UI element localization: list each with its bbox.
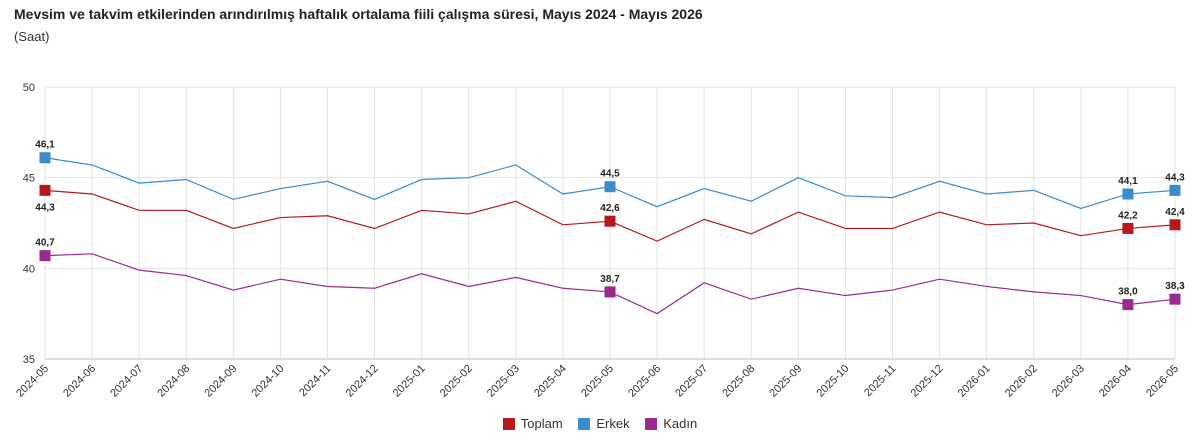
legend-label-toplam: Toplam (520, 416, 563, 431)
x-tick-label: 2025-09 (767, 363, 804, 400)
x-tick-label: 2026-05 (1144, 363, 1181, 400)
data-point-marker (1122, 222, 1134, 234)
x-tick-label: 2025-05 (579, 363, 616, 400)
y-tick-label: 40 (23, 263, 35, 275)
x-tick-label: 2024-11 (297, 363, 333, 399)
data-point-marker (39, 250, 51, 262)
x-tick-label: 2025-06 (626, 363, 663, 400)
legend-label-erkek: Erkek (596, 416, 630, 431)
data-point-marker (604, 286, 616, 298)
x-tick-label: 2025-07 (673, 363, 710, 400)
x-tick-label: 2024-06 (61, 363, 98, 400)
data-label: 46,1 (35, 140, 55, 151)
legend-swatch-kadin (645, 417, 658, 430)
legend: Toplam Erkek Kadın (0, 416, 1200, 433)
x-tick-label: 2024-10 (250, 363, 287, 400)
legend-item-kadin[interactable]: Kadın (645, 416, 697, 431)
x-tick-label: 2025-12 (909, 363, 946, 400)
data-label: 42,4 (1165, 207, 1185, 218)
data-point-marker (39, 152, 51, 164)
x-tick-label: 2026-01 (956, 363, 993, 400)
x-tick-label: 2024-05 (14, 363, 51, 400)
y-tick-label: 50 (23, 82, 35, 94)
data-label: 42,2 (1118, 210, 1138, 221)
legend-item-toplam[interactable]: Toplam (502, 416, 563, 431)
x-tick-label: 2024-08 (155, 363, 192, 400)
chart-title: Mevsim ve takvim etkilerinden arındırılm… (14, 6, 703, 22)
data-label: 38,7 (600, 274, 620, 285)
x-tick-label: 2025-04 (532, 363, 569, 400)
data-label: 42,6 (600, 203, 620, 214)
data-label: 44,3 (1165, 172, 1185, 183)
x-tick-label: 2024-07 (108, 363, 145, 400)
x-tick-label: 2026-03 (1050, 363, 1087, 400)
line-chart: 35 40 45 50 2024-05 2024-06 2024-07 2024-08 2024… (14, 82, 1185, 400)
data-label: 38,0 (1118, 287, 1138, 298)
data-label: 44,1 (1118, 176, 1138, 187)
y-tick-label: 45 (23, 173, 35, 185)
data-label: 40,7 (35, 238, 55, 249)
x-tick-label: 2025-03 (485, 363, 522, 400)
data-label: 44,3 (35, 202, 55, 213)
legend-swatch-erkek (578, 417, 591, 430)
legend-label-kadin: Kadın (663, 416, 698, 431)
data-point-marker (1169, 184, 1181, 196)
chart-subtitle: (Saat) (14, 29, 50, 44)
x-tick-label: 2025-02 (438, 363, 475, 400)
y-tick-label: 35 (23, 354, 35, 366)
data-point-marker (604, 181, 616, 193)
data-point-marker (1122, 299, 1134, 311)
x-tick-label: 2025-10 (815, 363, 852, 400)
x-tick-label: 2025-08 (720, 363, 757, 400)
data-label: 38,3 (1165, 281, 1185, 292)
data-point-marker (39, 184, 51, 196)
data-point-marker (1122, 188, 1134, 200)
data-label: 44,5 (600, 169, 620, 180)
data-point-marker (604, 215, 616, 227)
x-tick-label: 2025-01 (391, 363, 428, 400)
x-tick-label: 2026-04 (1097, 363, 1134, 400)
data-point-marker (1169, 219, 1181, 231)
legend-swatch-toplam (502, 417, 515, 430)
legend-item-erkek[interactable]: Erkek (578, 416, 630, 431)
x-tick-label: 2025-11 (862, 363, 898, 399)
x-tick-label: 2024-12 (344, 363, 381, 400)
data-point-marker (1169, 293, 1181, 305)
x-tick-label: 2024-09 (202, 363, 239, 400)
x-tick-label: 2026-02 (1003, 363, 1040, 400)
